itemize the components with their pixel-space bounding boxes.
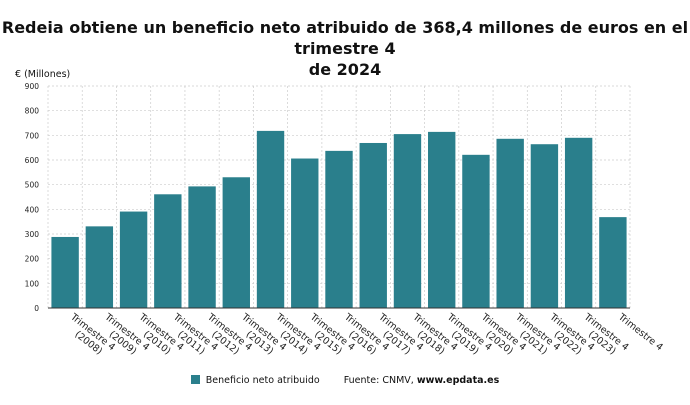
bar: [256, 130, 285, 308]
bar: [599, 217, 627, 308]
bar: [119, 211, 148, 308]
y-tick-label: 100: [25, 279, 40, 288]
bar: [393, 134, 422, 308]
bar: [496, 138, 524, 308]
chart-title-line-1: Redeia obtiene un beneficio neto atribui…: [1, 18, 689, 58]
y-tick-label: 400: [25, 205, 40, 214]
bar: [222, 177, 250, 308]
bar: [85, 226, 114, 308]
y-tick-label: 600: [25, 156, 40, 165]
bar: [564, 137, 593, 308]
y-tick-label: 800: [25, 107, 40, 116]
y-tick-label: 200: [25, 255, 40, 264]
bar: [530, 144, 559, 308]
y-tick-label: 0: [34, 304, 39, 313]
y-tick-label: 300: [25, 230, 40, 239]
legend-series-label: Beneficio neto atribuido: [205, 375, 320, 386]
legend-swatch: [190, 375, 200, 384]
y-tick-label: 500: [25, 181, 40, 190]
y-axis-unit-label: € (Millones): [15, 69, 71, 80]
bar: [325, 150, 353, 308]
source-prefix: Fuente: CNMV,: [343, 375, 414, 386]
legend: Beneficio neto atribuido Fuente: CNMV, ww…: [0, 375, 690, 386]
y-tick-label: 900: [25, 82, 40, 91]
source-link[interactable]: www.epdata.es: [416, 375, 500, 386]
bar: [154, 194, 182, 308]
bar: [291, 158, 319, 308]
y-tick-label: 700: [25, 131, 40, 140]
chart-title-line-2: de 2024: [308, 60, 382, 79]
bar: [359, 142, 387, 308]
chart-title: Redeia obtiene un beneficio neto atribui…: [0, 17, 690, 80]
bar: [462, 154, 490, 308]
bar: [51, 236, 79, 308]
bar: [428, 131, 456, 308]
bar: [188, 186, 216, 308]
